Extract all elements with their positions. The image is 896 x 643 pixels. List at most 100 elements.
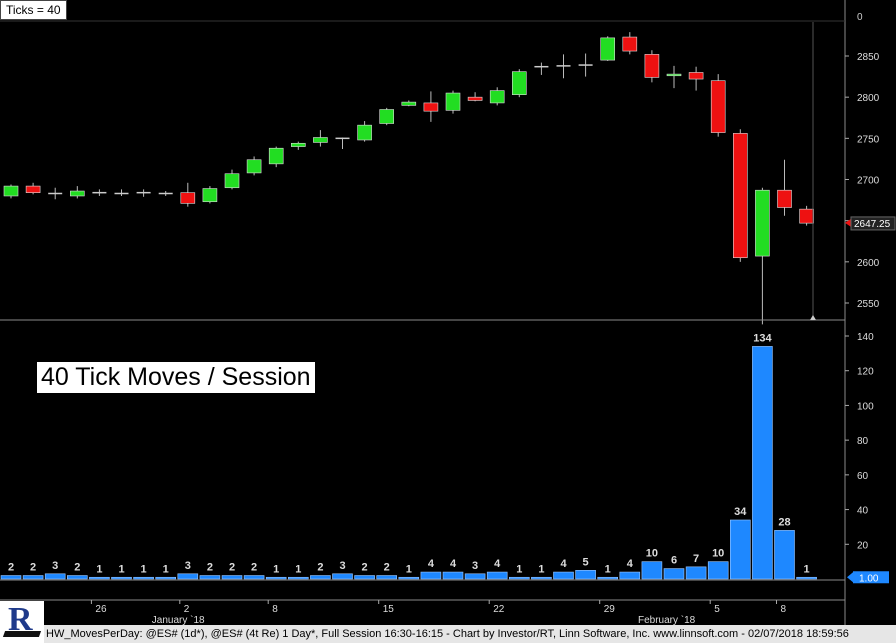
moves-bar: [354, 575, 375, 580]
panel-title: 40 Tick Moves / Session: [37, 362, 315, 393]
candle: [710, 74, 726, 137]
moves-bar: [332, 573, 353, 580]
candle: [335, 137, 350, 150]
price-panel: [3, 32, 814, 325]
moves-bar-label: 10: [712, 548, 724, 560]
moves-bar: [89, 576, 110, 580]
candle: [401, 100, 417, 107]
status-footer: HW_MovesPerDay: @ES# (1d*), @ES# (4t Re)…: [0, 625, 896, 643]
moves-bar-label: 2: [251, 562, 257, 574]
moves-bar: [597, 576, 619, 580]
moves-bar: [619, 571, 641, 580]
candle: [114, 189, 129, 196]
candle-body: [755, 189, 770, 257]
candle-body: [246, 159, 262, 174]
date-tick-label: 15: [383, 604, 395, 615]
candle-body: [489, 90, 505, 104]
moves-bar: [752, 346, 773, 580]
candle: [732, 129, 748, 262]
moves-tick-label: 20: [857, 540, 869, 551]
price-tick-label: 2600: [857, 258, 880, 269]
candle: [799, 205, 814, 226]
moves-bar-label: 1: [605, 563, 611, 575]
moves-bar: [641, 561, 663, 580]
last-price-marker-icon: [845, 218, 851, 227]
moves-bar-label: 1: [118, 563, 124, 575]
candle: [467, 92, 483, 102]
moves-bar: [265, 576, 287, 580]
footer-text: HW_MovesPerDay: @ES# (1d*), @ES# (4t Re)…: [46, 628, 849, 640]
month-label: February `18: [638, 614, 696, 626]
moves-bar-label: 2: [384, 562, 390, 574]
candle-body: [224, 173, 240, 189]
candle-body: [202, 188, 218, 203]
candle-body: [290, 142, 306, 147]
candle-body: [688, 72, 704, 80]
moves-bar: [774, 530, 795, 580]
moves-bar-label: 3: [52, 560, 58, 572]
moves-bar-label: 134: [753, 332, 772, 344]
moves-bar: [133, 576, 154, 580]
candle: [158, 191, 173, 196]
moves-bar: [155, 576, 176, 580]
candle-body: [268, 147, 284, 165]
candle: [489, 87, 505, 106]
moves-bar-label: 4: [494, 558, 501, 570]
moves-tick-label: 60: [857, 471, 869, 482]
candle: [644, 50, 660, 83]
linn-software-logo-icon: R: [0, 601, 44, 643]
candle: [622, 32, 638, 55]
date-tick-label: 2: [184, 604, 190, 615]
moves-bar-label: 34: [734, 506, 747, 518]
last-price-label: 2647.25: [854, 219, 891, 230]
candle: [688, 66, 704, 91]
candle: [511, 69, 527, 98]
candle-body: [379, 109, 395, 124]
moves-bar-label: 4: [627, 558, 634, 570]
candle: [3, 184, 19, 199]
moves-bar-label: 2: [8, 562, 14, 574]
moves-tick-label: 140: [857, 332, 874, 343]
candle-body: [3, 185, 19, 197]
price-tick-label: 2750: [857, 134, 880, 145]
candle: [268, 146, 284, 168]
moves-bar: [177, 573, 199, 580]
candle: [445, 90, 461, 114]
candle-body: [732, 133, 748, 259]
candle: [224, 169, 240, 190]
moves-tick-label: 40: [857, 506, 869, 517]
moves-bar: [287, 576, 309, 580]
moves-bar: [707, 561, 729, 580]
candle-body: [644, 54, 660, 78]
candle: [25, 182, 41, 195]
moves-tick-label: 120: [857, 367, 874, 378]
moves-bar-label: 1: [406, 563, 412, 575]
moves-bar: [0, 575, 22, 580]
moves-bar-label: 5: [583, 556, 589, 568]
candle: [92, 189, 107, 196]
moves-bar-label: 1: [295, 563, 301, 575]
moves-tick-label: 100: [857, 401, 874, 412]
month-label: January `18: [152, 614, 205, 626]
moves-bar-label: 2: [229, 562, 235, 574]
ticks-setting-label[interactable]: Ticks = 40: [0, 0, 67, 20]
candle: [357, 121, 372, 142]
candle: [666, 65, 682, 89]
moves-bar-label: 4: [450, 558, 457, 570]
moves-bar-label: 1: [163, 563, 169, 575]
moves-bar-label: 28: [778, 516, 790, 528]
moves-bar: [486, 571, 508, 580]
moves-bar: [796, 576, 817, 580]
candle: [136, 189, 151, 197]
candle: [70, 186, 85, 199]
candle-body: [313, 137, 328, 143]
moves-bar-label: 1: [273, 563, 279, 575]
last-value-box: [853, 571, 889, 584]
candle-body: [401, 101, 417, 106]
date-tick-label: 8: [272, 604, 278, 615]
moves-bar: [199, 575, 221, 580]
candle: [556, 54, 571, 79]
price-tick-label: 2550: [857, 299, 880, 310]
price-tick-label: 2700: [857, 176, 880, 187]
moves-bar: [67, 575, 88, 580]
